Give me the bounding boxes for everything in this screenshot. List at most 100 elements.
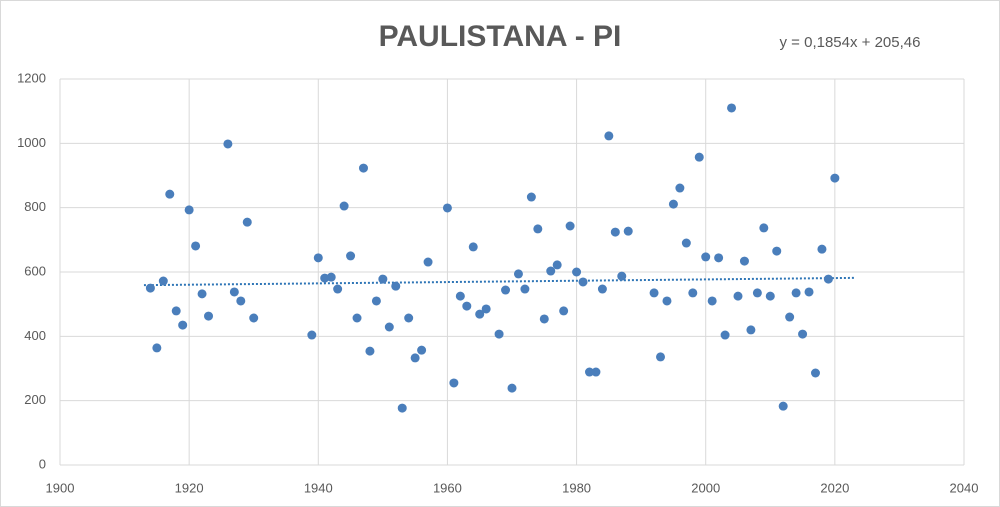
- data-point: [546, 266, 556, 276]
- data-point: [772, 246, 782, 256]
- data-point: [223, 139, 233, 149]
- y-tick-label: 1200: [17, 70, 46, 85]
- data-point: [701, 252, 711, 262]
- data-point: [520, 284, 530, 294]
- data-point: [752, 288, 762, 298]
- data-point: [798, 329, 808, 339]
- data-point: [410, 353, 420, 363]
- data-point: [694, 152, 704, 162]
- y-tick-label: 800: [24, 199, 46, 214]
- data-point: [539, 314, 549, 324]
- data-point: [152, 343, 162, 353]
- data-point: [526, 192, 536, 202]
- data-point: [365, 346, 375, 356]
- data-point: [178, 320, 188, 330]
- data-point: [417, 345, 427, 355]
- y-tick-label: 200: [24, 392, 46, 407]
- data-point: [656, 352, 666, 362]
- data-point: [778, 401, 788, 411]
- x-tick-label: 2040: [950, 480, 979, 495]
- data-point: [662, 296, 672, 306]
- data-point: [145, 283, 155, 293]
- data-point: [707, 296, 717, 306]
- x-tick-label: 2000: [691, 480, 720, 495]
- data-point: [242, 217, 252, 227]
- data-point: [371, 296, 381, 306]
- data-point: [384, 322, 394, 332]
- data-point: [475, 309, 485, 319]
- data-point: [578, 277, 588, 287]
- x-tick-label: 1980: [562, 480, 591, 495]
- y-tick-label: 0: [39, 456, 46, 471]
- data-point: [204, 311, 214, 321]
- data-point: [326, 272, 336, 282]
- data-point: [810, 368, 820, 378]
- data-point: [675, 183, 685, 193]
- data-point: [352, 313, 362, 323]
- chart-title: PAULISTANA - PI: [379, 20, 622, 53]
- data-point: [468, 242, 478, 252]
- data-point: [759, 223, 769, 233]
- data-point: [442, 203, 452, 213]
- data-point: [552, 260, 562, 270]
- data-point: [339, 201, 349, 211]
- data-point: [449, 378, 459, 388]
- data-point: [171, 306, 181, 316]
- data-point: [610, 227, 620, 237]
- data-point: [236, 296, 246, 306]
- data-point: [533, 224, 543, 234]
- data-point: [688, 288, 698, 298]
- data-point: [197, 289, 207, 299]
- data-point: [494, 329, 504, 339]
- data-point: [597, 284, 607, 294]
- data-point: [455, 291, 465, 301]
- data-point: [668, 199, 678, 209]
- data-point: [397, 403, 407, 413]
- data-point: [681, 238, 691, 248]
- y-tick-label: 1000: [17, 135, 46, 150]
- y-tick-label: 600: [24, 263, 46, 278]
- data-point: [823, 274, 833, 284]
- data-point: [817, 244, 827, 254]
- data-point: [584, 367, 594, 377]
- data-point: [313, 253, 323, 263]
- data-point: [462, 301, 472, 311]
- trendline-equation: y = 0,1854x + 205,46: [780, 34, 921, 51]
- data-point: [572, 267, 582, 277]
- data-point: [507, 383, 517, 393]
- data-point: [617, 271, 627, 281]
- data-point: [358, 163, 368, 173]
- data-point: [378, 274, 388, 284]
- data-point: [559, 306, 569, 316]
- data-point: [830, 173, 840, 183]
- data-point: [501, 285, 511, 295]
- data-point: [739, 256, 749, 266]
- data-point: [649, 288, 659, 298]
- data-point: [791, 288, 801, 298]
- data-point: [158, 276, 168, 286]
- x-tick-label: 1900: [46, 480, 75, 495]
- x-tick-label: 2020: [820, 480, 849, 495]
- x-tick-label: 1960: [433, 480, 462, 495]
- data-point: [184, 205, 194, 215]
- data-point: [423, 257, 433, 267]
- data-point: [565, 221, 575, 231]
- data-point: [191, 241, 201, 251]
- data-point: [591, 367, 601, 377]
- data-point: [714, 253, 724, 263]
- data-point: [307, 330, 317, 340]
- data-point: [513, 269, 523, 279]
- data-point: [229, 287, 239, 297]
- data-point: [346, 251, 356, 261]
- data-point: [720, 330, 730, 340]
- data-point: [391, 281, 401, 291]
- x-tick-label: 1920: [175, 480, 204, 495]
- data-point: [604, 131, 614, 141]
- data-point: [804, 287, 814, 297]
- data-point: [623, 226, 633, 236]
- data-point: [746, 325, 756, 335]
- data-point: [249, 313, 259, 323]
- data-point: [727, 103, 737, 113]
